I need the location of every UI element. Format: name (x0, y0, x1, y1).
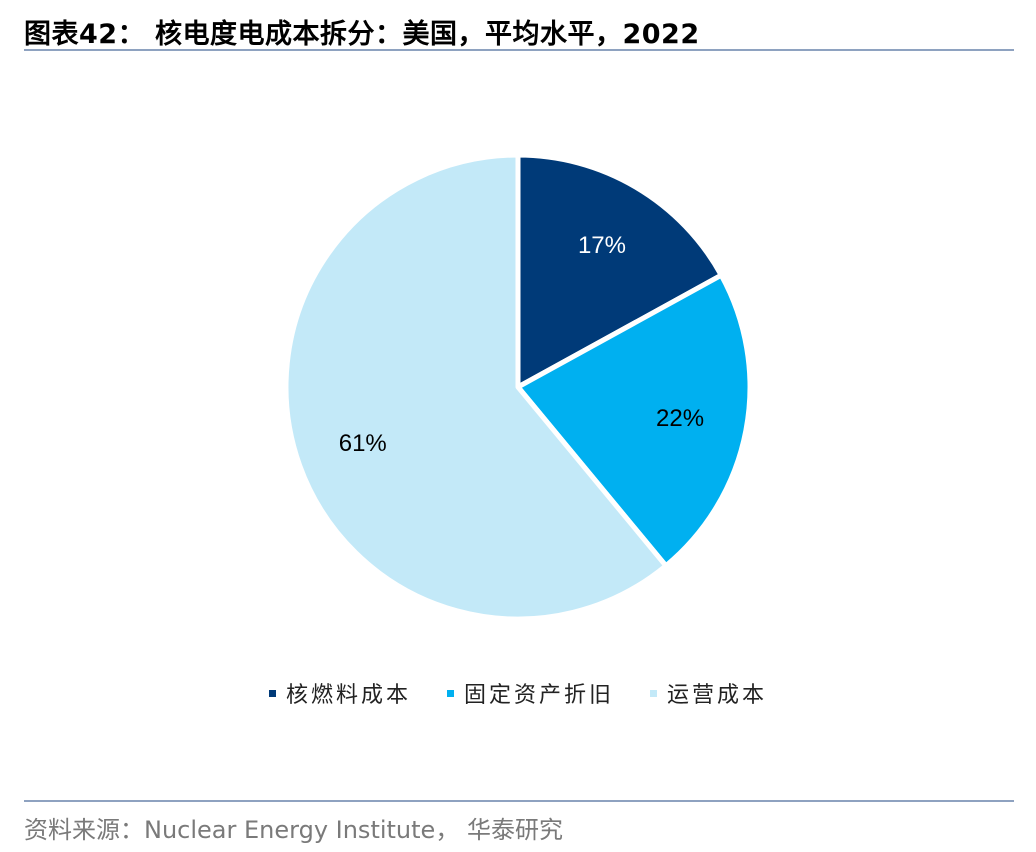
legend-item: 核燃料成本 (268, 677, 411, 709)
legend-swatch (650, 689, 657, 697)
slice-label: 61% (339, 430, 387, 457)
pie-svg: 17% 22% 61% (283, 152, 753, 622)
pie-slice (515, 152, 724, 390)
figure-title: 图表42： 核电度电成本拆分：美国，平均水平，2022 (24, 19, 700, 50)
source-note: 资料来源：Nuclear Energy Institute， 华泰研究 (24, 816, 563, 844)
legend-label: 固定资产折旧 (463, 683, 614, 708)
legend-swatch (268, 689, 276, 697)
slice-label: 22% (656, 405, 704, 432)
slice-label: 17% (578, 232, 626, 259)
legend-item: 固定资产折旧 (446, 677, 614, 709)
legend-swatch (446, 689, 454, 697)
legend-item: 运营成本 (650, 677, 767, 709)
pie-slice (515, 272, 753, 569)
pie-slice (283, 152, 669, 622)
legend-label: 核燃料成本 (285, 683, 411, 708)
title-rule (24, 49, 1014, 51)
source-rule (24, 800, 1014, 802)
legend-label: 运营成本 (667, 683, 768, 708)
legend: 核燃料成本 固定资产折旧 运营成本 (0, 677, 1036, 709)
pie-chart: 17% 22% 61% (0, 60, 1036, 700)
